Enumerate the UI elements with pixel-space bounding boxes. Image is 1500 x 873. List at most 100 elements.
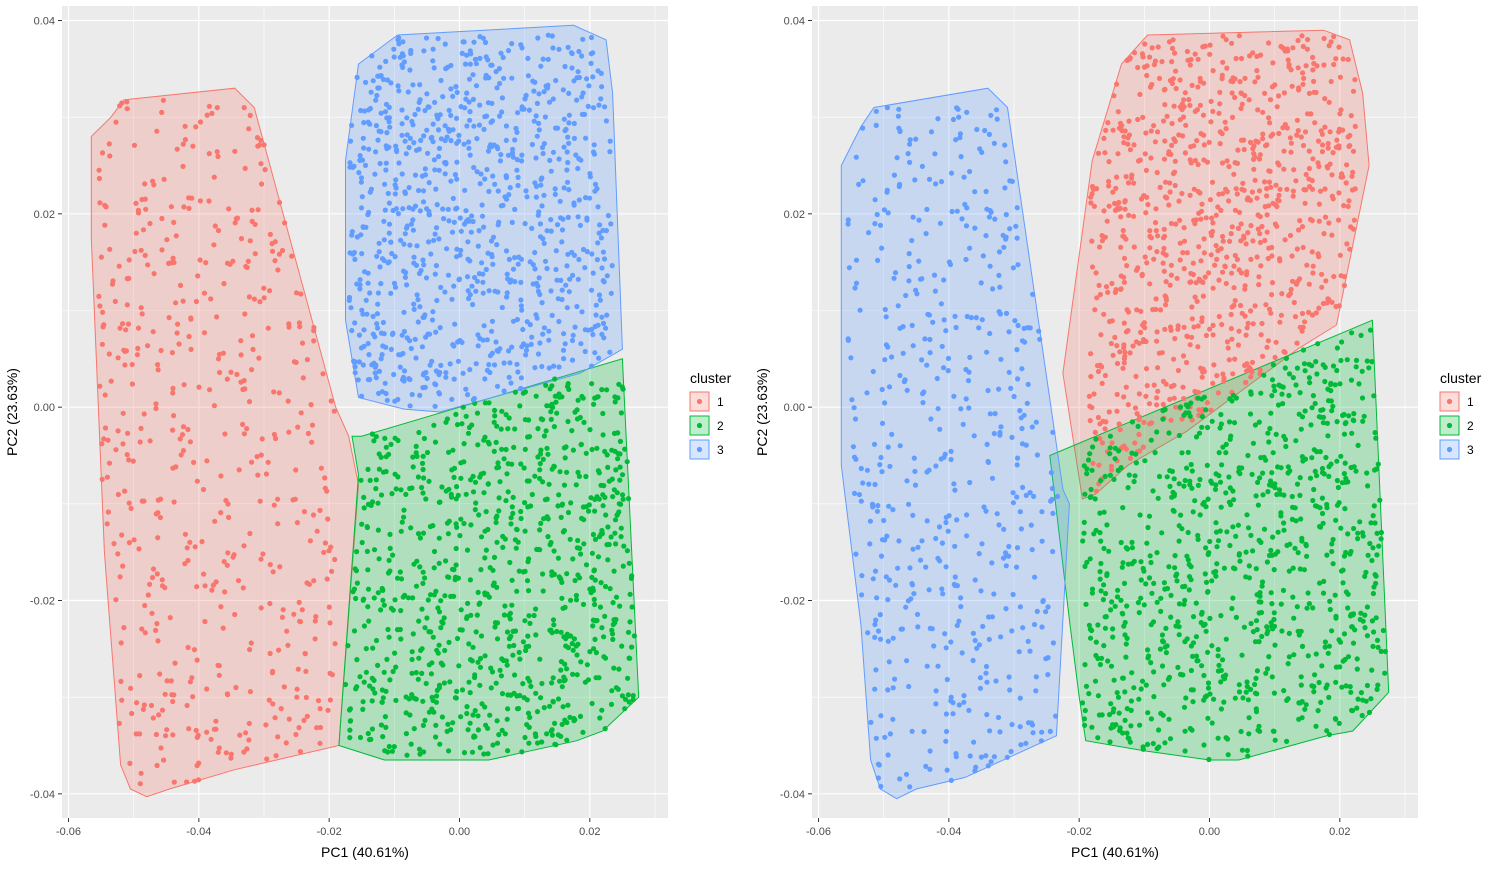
- data-point: [939, 343, 945, 349]
- data-point: [547, 627, 553, 633]
- data-point: [1106, 159, 1112, 165]
- data-point: [1021, 412, 1027, 418]
- data-point: [535, 351, 542, 357]
- data-point: [1215, 653, 1221, 659]
- data-point: [1193, 280, 1199, 286]
- data-point: [1104, 522, 1110, 528]
- data-point: [1250, 50, 1256, 56]
- data-point: [209, 587, 215, 593]
- data-point: [1276, 130, 1282, 137]
- data-point: [1319, 284, 1325, 290]
- data-point: [1103, 127, 1109, 133]
- data-point: [496, 732, 502, 738]
- data-point: [429, 317, 436, 323]
- data-point: [1245, 753, 1251, 759]
- data-point: [608, 701, 615, 708]
- data-point: [1267, 168, 1273, 174]
- data-point: [385, 626, 391, 633]
- data-point: [1114, 408, 1120, 414]
- data-point: [552, 376, 558, 382]
- data-point: [1140, 444, 1146, 450]
- data-point: [1110, 626, 1116, 632]
- data-point: [1208, 119, 1214, 125]
- data-point: [1215, 390, 1221, 396]
- data-point: [1099, 380, 1105, 386]
- data-point: [1124, 603, 1130, 609]
- data-point: [1114, 81, 1120, 87]
- data-point: [1298, 134, 1304, 140]
- data-point: [1230, 595, 1236, 601]
- data-point: [1153, 296, 1159, 302]
- data-point: [433, 263, 439, 269]
- data-point: [354, 580, 360, 586]
- data-point: [417, 82, 423, 88]
- data-point: [301, 509, 307, 515]
- data-point: [570, 272, 576, 278]
- data-point: [1374, 530, 1380, 536]
- data-point: [1086, 393, 1092, 399]
- data-point: [194, 657, 200, 663]
- data-point: [1193, 634, 1199, 640]
- data-point: [180, 163, 186, 169]
- data-point: [1227, 238, 1233, 244]
- data-point: [587, 195, 593, 201]
- data-point: [1259, 633, 1265, 640]
- data-point: [1299, 715, 1305, 721]
- data-point: [962, 201, 968, 207]
- data-point: [392, 284, 399, 290]
- data-point: [580, 36, 586, 42]
- data-point: [311, 324, 317, 331]
- data-point: [1159, 632, 1165, 638]
- data-point: [1322, 214, 1329, 220]
- data-point: [96, 175, 102, 182]
- data-point: [400, 206, 406, 212]
- data-point: [1209, 215, 1215, 221]
- data-point: [1188, 687, 1194, 693]
- data-point: [1180, 353, 1187, 359]
- data-point: [559, 595, 565, 601]
- data-point: [1167, 189, 1173, 195]
- data-point: [361, 145, 367, 151]
- data-point: [428, 251, 434, 257]
- data-point: [240, 585, 246, 591]
- data-point: [1182, 728, 1188, 734]
- data-point: [1229, 114, 1236, 120]
- data-point: [1312, 672, 1318, 678]
- data-point: [966, 707, 972, 714]
- data-point: [1185, 404, 1191, 410]
- data-point: [1187, 192, 1193, 198]
- data-point: [1168, 220, 1174, 227]
- data-point: [380, 76, 387, 83]
- data-point: [492, 288, 498, 294]
- data-point: [1199, 611, 1205, 617]
- data-point: [411, 260, 417, 266]
- data-point: [490, 173, 496, 179]
- data-point: [1292, 314, 1299, 320]
- data-point: [1211, 362, 1217, 368]
- data-point: [1296, 700, 1302, 706]
- data-point: [615, 450, 621, 457]
- data-point: [1351, 418, 1357, 424]
- data-point: [1102, 426, 1108, 432]
- data-point: [582, 327, 588, 333]
- data-point: [404, 335, 410, 341]
- data-point: [518, 42, 524, 48]
- cluster-3-hull: [345, 24, 623, 413]
- data-point: [131, 142, 138, 148]
- data-point: [478, 171, 484, 177]
- data-point: [591, 401, 597, 407]
- data-point: [966, 369, 972, 375]
- data-point: [383, 454, 389, 460]
- data-point: [366, 618, 372, 624]
- data-point: [450, 447, 456, 453]
- data-point: [935, 406, 941, 412]
- data-point: [1010, 500, 1017, 506]
- data-point: [458, 475, 464, 481]
- data-point: [1131, 244, 1137, 250]
- data-point: [408, 50, 414, 57]
- data-point: [1342, 506, 1348, 512]
- data-point: [378, 330, 385, 336]
- data-point: [359, 194, 365, 200]
- data-point: [478, 567, 484, 573]
- data-point: [893, 582, 899, 588]
